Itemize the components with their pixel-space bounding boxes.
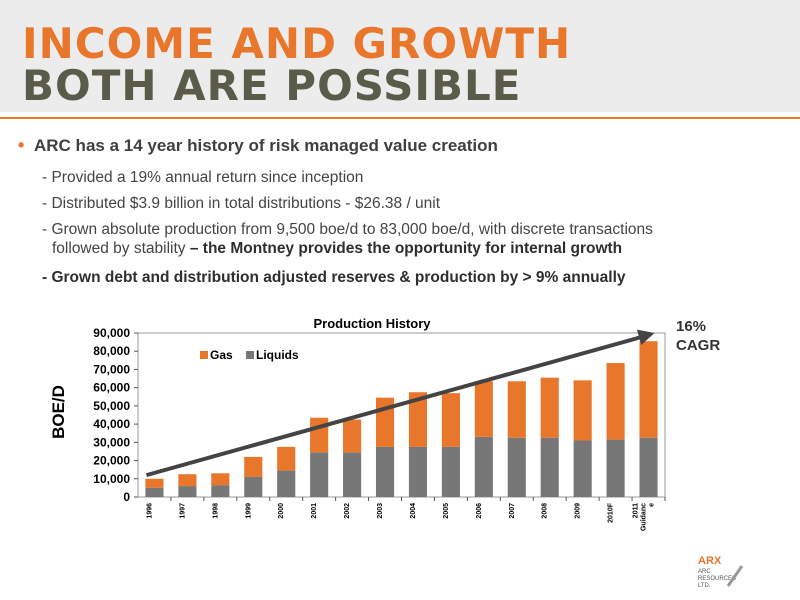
y-tick-label: 60,000: [93, 381, 130, 395]
bar-liquids: [310, 452, 329, 497]
y-tick-label: 0: [123, 490, 130, 504]
bar-gas: [310, 417, 329, 453]
bullet-list: • ARC has a 14 year history of risk mana…: [18, 135, 788, 294]
y-tick-label: 70,000: [93, 362, 130, 376]
bar-liquids: [178, 486, 197, 497]
bullet-main-text: ARC has a 14 year history of risk manage…: [34, 136, 498, 155]
bar-liquids: [540, 437, 559, 497]
x-tick-label: 1999: [245, 503, 252, 519]
page-title: INCOME AND GROWTH: [22, 19, 572, 68]
bar-liquids: [639, 437, 658, 497]
arc-resources-logo: ARX ARC RESOURCES LTD.: [698, 552, 758, 592]
logo-sub3: LTD.: [698, 583, 711, 589]
trend-arrowhead-icon: [636, 329, 655, 346]
bar-gas: [540, 377, 559, 438]
x-tick-label: 2000: [278, 503, 285, 519]
bar-liquids: [573, 440, 592, 497]
bar-liquids: [145, 487, 164, 497]
x-tick-label: 2002: [344, 503, 351, 519]
bullet-dot-icon: •: [18, 135, 25, 155]
bullet-sub-1: - Provided a 19% annual return since inc…: [42, 169, 364, 186]
x-tick-label: 1997: [179, 503, 186, 519]
bullet-sub-4-text: - Grown debt and distribution adjusted r…: [42, 269, 626, 286]
x-tick-label: 2009: [575, 503, 582, 519]
x-tick-label: 2011: [633, 503, 640, 518]
logo-sub2: RESOURCES: [698, 576, 736, 582]
bar-gas: [441, 393, 460, 447]
bar-liquids: [277, 470, 296, 497]
legend-label: Liquids: [256, 348, 299, 362]
bar-liquids: [507, 437, 526, 497]
x-tick-label: 2007: [509, 503, 516, 519]
bullet-sub-3-line1: - Grown absolute production from 9,500 b…: [42, 221, 653, 238]
y-axis-label: BOE/D: [49, 385, 68, 439]
bullet-sub-3-bold: – the Montney provides the opportunity f…: [185, 240, 623, 257]
trend-line: [145, 334, 646, 478]
y-tick-label: 50,000: [93, 399, 130, 413]
bullet-sub-2: - Distributed $3.9 billion in total dist…: [42, 195, 441, 212]
logo-text: ARX: [698, 555, 722, 567]
bar-liquids: [244, 476, 263, 497]
legend-label: Gas: [210, 348, 233, 362]
bar-gas: [145, 478, 164, 488]
bar-liquids: [474, 436, 493, 497]
y-tick-label: 80,000: [93, 344, 130, 358]
bullet-main: • ARC has a 14 year history of risk mana…: [18, 135, 788, 156]
legend-swatch: [246, 351, 254, 359]
bar-gas: [277, 446, 296, 471]
bar-gas: [343, 419, 362, 453]
y-tick-label: 40,000: [93, 417, 130, 431]
y-tick-label: 90,000: [93, 326, 130, 340]
logo-sub1: ARC: [698, 569, 711, 575]
bullet-sub-3-line2: followed by stability: [52, 240, 186, 257]
bar-liquids: [408, 446, 428, 497]
bar-gas: [211, 473, 230, 486]
x-tick-label: e: [649, 503, 656, 507]
bar-gas: [606, 363, 625, 440]
x-tick-label: 2001: [311, 503, 318, 519]
bar-liquids: [343, 452, 362, 497]
chart-title: Production History: [313, 316, 431, 331]
bar-gas: [573, 380, 592, 441]
x-tick-label: 2006: [476, 503, 483, 519]
bar-gas: [244, 456, 263, 477]
x-tick-label: 2004: [410, 503, 417, 519]
page-subtitle: BOTH ARE POSSIBLE: [22, 61, 522, 110]
bar-gas: [408, 392, 428, 447]
x-tick-label: 2008: [542, 503, 549, 519]
x-tick-label: 1998: [212, 503, 219, 519]
title-band: [0, 0, 800, 112]
bar-gas: [507, 381, 526, 438]
bar-liquids: [375, 446, 395, 497]
x-tick-label: 2010F: [608, 502, 615, 523]
bar-gas: [178, 474, 197, 487]
logo-swoosh-icon: [726, 565, 744, 587]
bullet-sub-4: - Grown debt and distribution adjusted r…: [18, 268, 788, 287]
y-tick-label: 30,000: [93, 435, 130, 449]
x-tick-label: Guidanc: [641, 503, 648, 531]
bullet-sub-3: - Grown absolute production from 9,500 b…: [18, 220, 788, 258]
bar-liquids: [211, 485, 230, 497]
x-tick-label: 1996: [146, 503, 153, 519]
cagr-label-2: CAGR: [676, 337, 720, 354]
bar-gas: [639, 341, 658, 438]
bar-liquids: [606, 439, 625, 497]
bar-liquids: [441, 446, 460, 497]
cagr-label-1: 16%: [676, 318, 706, 335]
x-tick-label: 2005: [443, 503, 450, 519]
y-tick-label: 10,000: [93, 472, 130, 486]
x-tick-label: 2003: [377, 503, 384, 519]
title-rule: [0, 117, 800, 119]
legend-swatch: [200, 351, 208, 359]
bar-gas: [474, 381, 493, 437]
y-tick-label: 20,000: [93, 454, 130, 468]
